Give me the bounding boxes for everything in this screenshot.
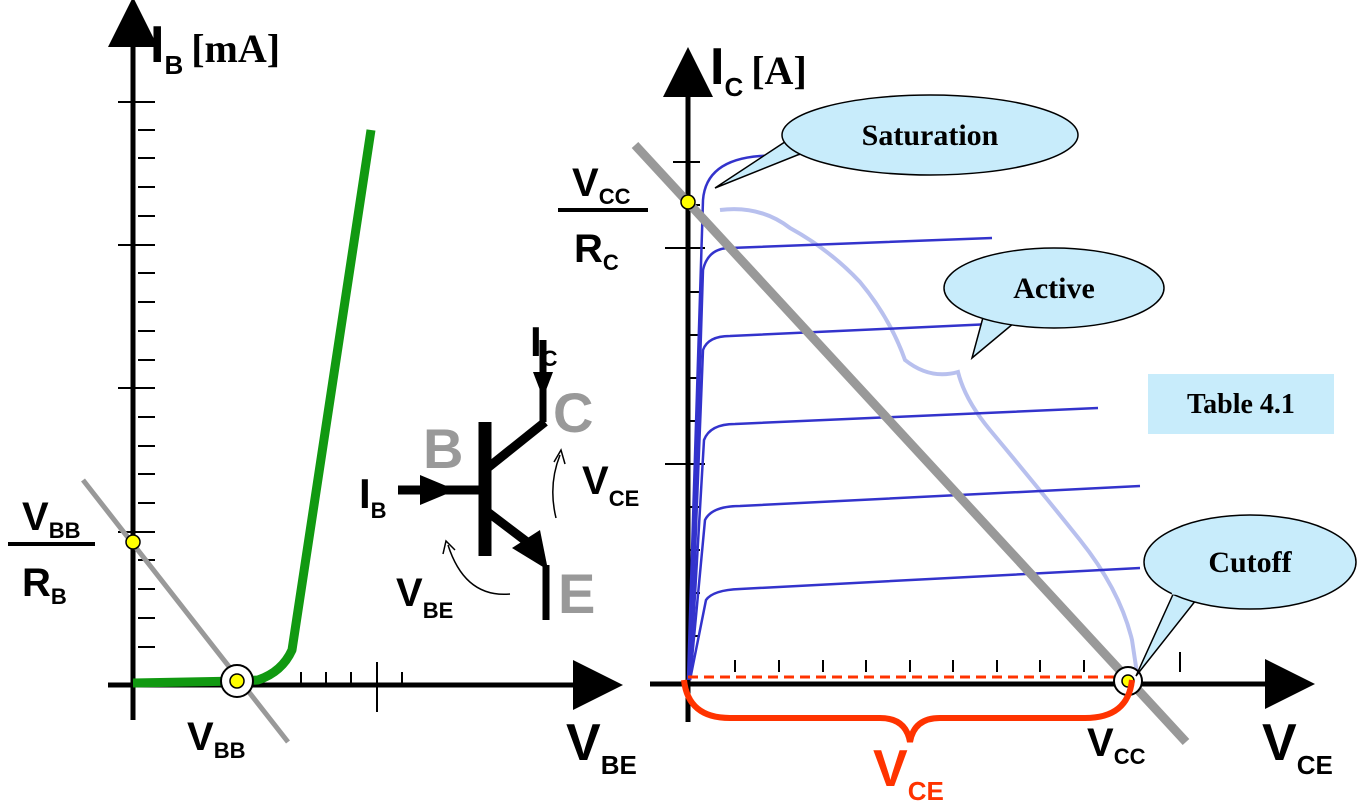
ic-curve-6 (688, 566, 1141, 681)
vbe-arrow-icon (447, 544, 511, 595)
ic-curve-3 (688, 322, 993, 681)
active-region-outline (719, 207, 1140, 681)
input-characteristic-plot (8, 0, 623, 744)
ic-curve-1 (686, 152, 801, 681)
cutoff-callout (1135, 514, 1357, 677)
active-label: Active (1013, 272, 1095, 305)
ic-curve-4 (688, 406, 1099, 681)
brace-vce-label: VCE (873, 740, 944, 806)
right-x-axis-label: VCE (1262, 714, 1333, 780)
right-y-intercept-point (680, 194, 696, 210)
saturation-label: Saturation (862, 119, 999, 152)
ic-curve-2 (688, 236, 993, 681)
transistor-base-label: B (423, 417, 463, 480)
transistor-collector-label: C (553, 381, 593, 444)
output-load-line (631, 141, 1190, 746)
left-y-axis-label: IB [mA] (150, 16, 280, 80)
vce-arrow-icon (552, 454, 561, 519)
input-characteristic-curve (132, 129, 376, 688)
right-x-intercept-label: VCC (1087, 721, 1146, 769)
input-load-line (81, 478, 290, 744)
transistor-emitter-label: E (558, 562, 595, 625)
cutoff-label: Cutoff (1208, 546, 1292, 579)
table-ref-box (1148, 374, 1334, 434)
transistor-ic-label: IC (530, 318, 558, 371)
transistor-vce-label: VCE (582, 459, 639, 511)
right-y-axis-label: IC [A] (710, 38, 807, 102)
transistor-vbe-label: VBE (396, 571, 453, 623)
saturation-callout (714, 94, 1079, 189)
operating-point (229, 673, 245, 689)
ib-arrow-icon (420, 475, 456, 505)
left-y-intercept-numerator: VBB (22, 495, 80, 543)
vce-brace (681, 679, 1135, 743)
ic-curve-5 (688, 484, 1141, 681)
ic-arrow-icon (533, 372, 553, 398)
left-y-ticks (118, 101, 155, 648)
left-y-intercept-denominator: RB (22, 561, 67, 609)
right-y-intercept-numerator: VCC (572, 161, 631, 209)
output-characteristic-curves (686, 152, 1141, 681)
right-y-intercept-denominator: RC (574, 227, 619, 275)
left-y-intercept-point (125, 534, 141, 550)
transistor-ib-label: IB (359, 470, 387, 523)
output-characteristic-plot (558, 47, 1315, 746)
emitter-arrow-icon (512, 530, 548, 570)
active-callout (943, 247, 1165, 361)
npn-transistor-symbol (398, 340, 566, 620)
transistor-collector-lead (482, 418, 548, 474)
left-x-intercept-label: VBB (187, 715, 245, 763)
right-x-ticks (734, 652, 1181, 672)
table-ref-label: Table 4.1 (1187, 389, 1295, 420)
left-x-axis-label: VBE (566, 714, 637, 780)
